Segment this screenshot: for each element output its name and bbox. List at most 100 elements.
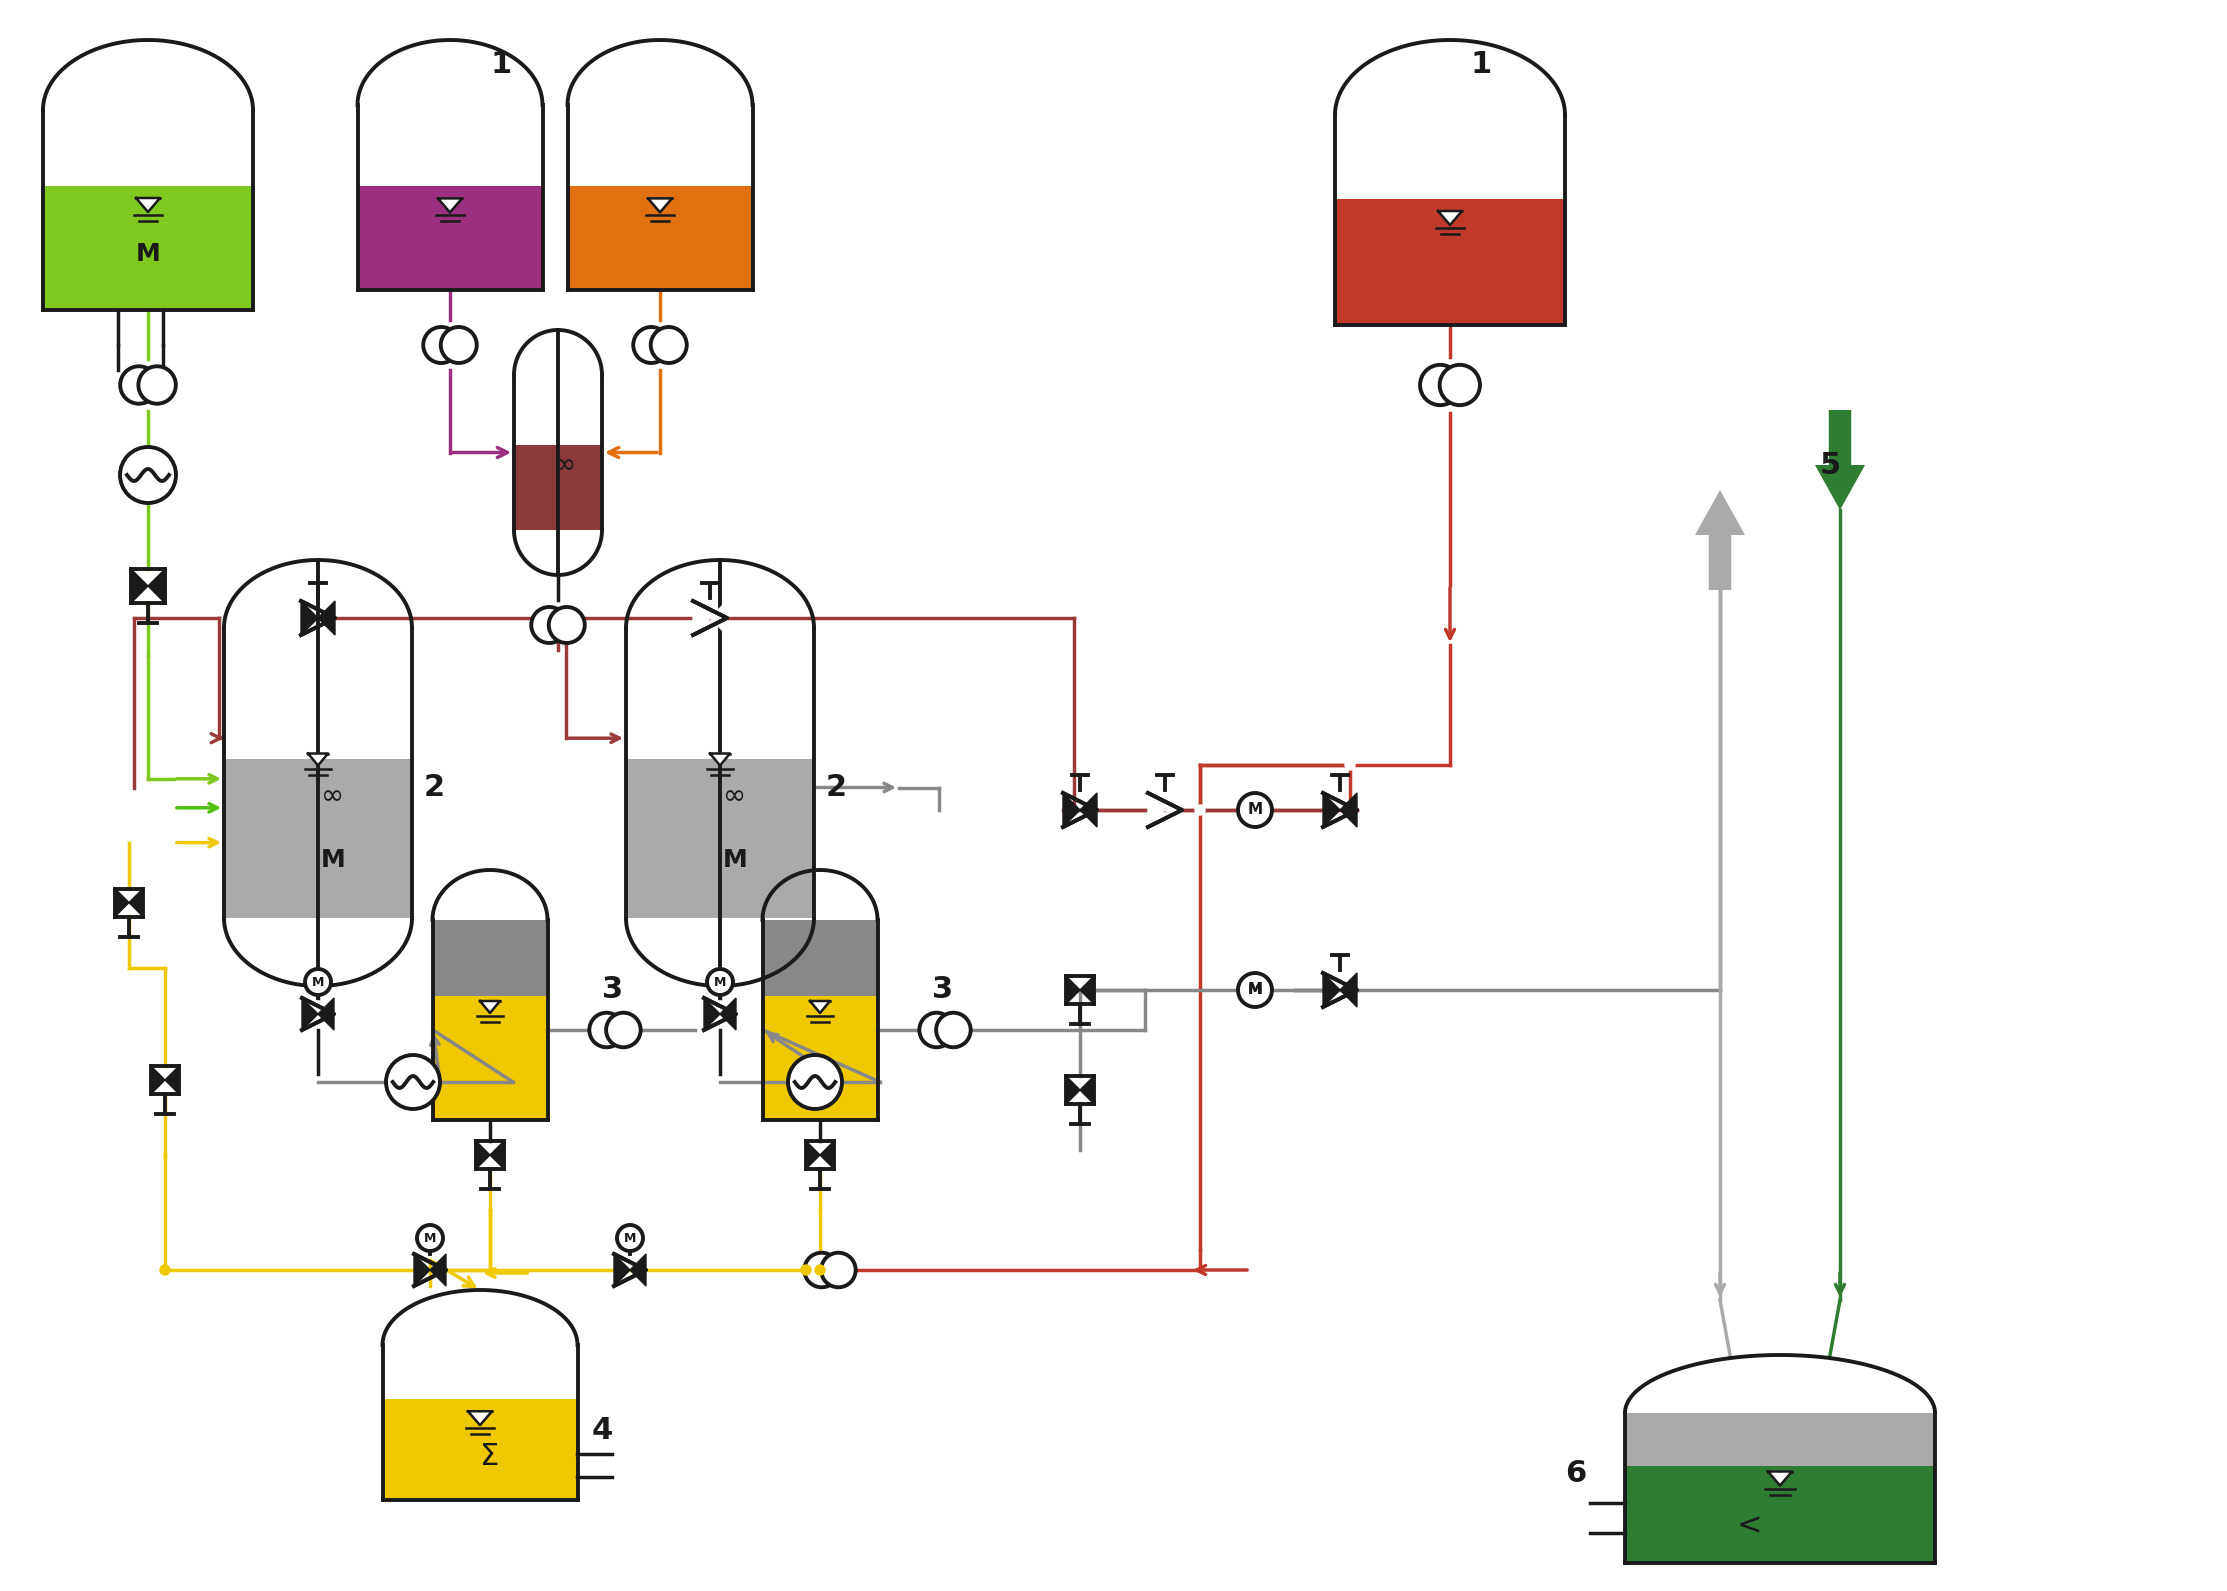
Polygon shape bbox=[1815, 410, 1864, 511]
Circle shape bbox=[815, 1265, 824, 1274]
Polygon shape bbox=[1323, 974, 1341, 1007]
Polygon shape bbox=[1147, 792, 1165, 827]
Polygon shape bbox=[811, 1001, 831, 1013]
Polygon shape bbox=[710, 601, 726, 635]
Circle shape bbox=[822, 1252, 855, 1287]
Circle shape bbox=[305, 969, 332, 994]
Bar bbox=[225, 759, 412, 918]
Bar bbox=[1334, 199, 1566, 325]
Text: 4: 4 bbox=[592, 1416, 612, 1445]
Circle shape bbox=[160, 1265, 169, 1274]
Text: M: M bbox=[624, 1231, 637, 1244]
Text: M: M bbox=[136, 242, 160, 266]
Polygon shape bbox=[1067, 975, 1080, 1004]
Text: ∞: ∞ bbox=[321, 783, 345, 810]
Polygon shape bbox=[147, 570, 165, 603]
Polygon shape bbox=[165, 1066, 178, 1095]
Circle shape bbox=[617, 1225, 644, 1251]
Polygon shape bbox=[1080, 1076, 1093, 1104]
Polygon shape bbox=[318, 998, 334, 1029]
Circle shape bbox=[423, 328, 459, 363]
Bar bbox=[568, 186, 753, 290]
Text: 2: 2 bbox=[423, 773, 445, 802]
Polygon shape bbox=[414, 1254, 430, 1286]
Bar bbox=[1626, 1465, 1935, 1562]
Bar bbox=[514, 445, 601, 530]
Polygon shape bbox=[1695, 490, 1746, 590]
Circle shape bbox=[120, 366, 158, 404]
Text: M: M bbox=[715, 975, 726, 988]
Bar bbox=[626, 759, 815, 918]
Bar bbox=[514, 375, 601, 445]
Text: 2: 2 bbox=[826, 773, 846, 802]
Polygon shape bbox=[648, 199, 673, 213]
Text: <: < bbox=[1737, 1511, 1764, 1540]
Bar bbox=[359, 186, 543, 290]
Circle shape bbox=[1345, 760, 1354, 770]
Text: 3: 3 bbox=[933, 975, 953, 1004]
Bar bbox=[762, 920, 877, 996]
Polygon shape bbox=[1341, 792, 1356, 827]
Polygon shape bbox=[318, 601, 334, 635]
Text: M: M bbox=[1247, 983, 1263, 998]
Polygon shape bbox=[1062, 792, 1080, 827]
Polygon shape bbox=[481, 1001, 501, 1013]
Polygon shape bbox=[131, 570, 147, 603]
Circle shape bbox=[804, 1252, 840, 1287]
Circle shape bbox=[606, 1013, 641, 1047]
Text: ∞: ∞ bbox=[724, 783, 746, 810]
Polygon shape bbox=[136, 197, 160, 212]
Bar bbox=[626, 628, 815, 759]
Circle shape bbox=[548, 608, 586, 643]
Polygon shape bbox=[477, 1141, 490, 1169]
Circle shape bbox=[632, 328, 670, 363]
Polygon shape bbox=[1323, 792, 1341, 827]
Text: M: M bbox=[724, 848, 748, 872]
Polygon shape bbox=[151, 1066, 165, 1095]
Polygon shape bbox=[1080, 975, 1093, 1004]
Polygon shape bbox=[1067, 1076, 1080, 1104]
Text: M: M bbox=[1247, 802, 1263, 818]
Text: 1: 1 bbox=[490, 49, 512, 80]
Circle shape bbox=[532, 608, 568, 643]
Polygon shape bbox=[303, 998, 318, 1029]
Polygon shape bbox=[719, 998, 735, 1029]
Polygon shape bbox=[704, 998, 719, 1029]
Text: 6: 6 bbox=[1566, 1459, 1586, 1488]
Text: 5: 5 bbox=[1819, 450, 1842, 479]
Polygon shape bbox=[1341, 974, 1356, 1007]
Text: 1: 1 bbox=[1470, 49, 1492, 80]
Polygon shape bbox=[430, 1254, 445, 1286]
Text: M: M bbox=[321, 848, 345, 872]
Polygon shape bbox=[301, 601, 318, 635]
Polygon shape bbox=[693, 601, 710, 635]
Polygon shape bbox=[307, 754, 327, 765]
Circle shape bbox=[650, 328, 686, 363]
Circle shape bbox=[441, 328, 477, 363]
Polygon shape bbox=[129, 889, 143, 916]
Circle shape bbox=[935, 1013, 971, 1047]
Circle shape bbox=[788, 1055, 842, 1109]
Polygon shape bbox=[630, 1254, 646, 1286]
Polygon shape bbox=[1165, 792, 1183, 827]
Text: M: M bbox=[423, 1231, 436, 1244]
Bar bbox=[225, 628, 412, 759]
Polygon shape bbox=[710, 754, 730, 765]
Bar bbox=[42, 186, 254, 310]
Circle shape bbox=[706, 969, 733, 994]
Text: 3: 3 bbox=[601, 975, 624, 1004]
Polygon shape bbox=[806, 1141, 820, 1169]
Circle shape bbox=[1439, 364, 1481, 406]
Circle shape bbox=[138, 366, 176, 404]
Text: M: M bbox=[312, 975, 325, 988]
Circle shape bbox=[385, 1055, 441, 1109]
Bar bbox=[432, 920, 548, 996]
Circle shape bbox=[416, 1225, 443, 1251]
Circle shape bbox=[120, 447, 176, 503]
Polygon shape bbox=[439, 199, 461, 213]
Bar bbox=[762, 996, 877, 1120]
Text: M: M bbox=[1247, 983, 1263, 998]
Polygon shape bbox=[1080, 792, 1098, 827]
Polygon shape bbox=[116, 889, 129, 916]
Circle shape bbox=[1196, 805, 1205, 815]
